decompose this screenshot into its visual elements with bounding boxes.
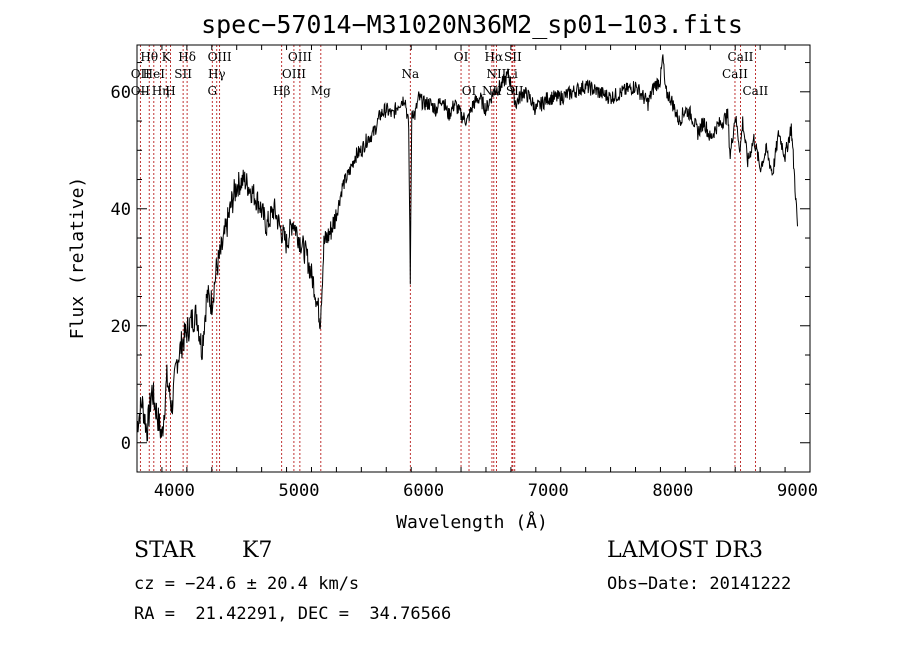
spectral-line-label: OI	[462, 84, 477, 98]
spectral-line-label: SII	[504, 50, 522, 64]
x-tick-label: 9000	[777, 481, 818, 501]
x-tick-label: 4000	[154, 481, 195, 501]
y-tick-label: 60	[111, 83, 131, 103]
y-axis-label: Flux (relative)	[67, 177, 88, 340]
spectral-line-label: Li	[506, 67, 518, 81]
spectral-line-label: OII	[131, 84, 151, 98]
x-axis-ticks: 4000 5000 6000 7000 8000 9000	[136, 45, 818, 501]
spectral-line-label: OI	[454, 50, 469, 64]
object-class: STAR	[134, 538, 195, 563]
y-tick-label: 20	[111, 317, 131, 337]
object-subclass: K7	[242, 538, 273, 563]
x-tick-label: 6000	[403, 481, 444, 501]
x-tick-label: 8000	[652, 481, 693, 501]
chart-title: spec−57014−M31020N36M2_sp01−103.fits	[201, 10, 743, 39]
spectral-line-label: CaII	[742, 84, 768, 98]
redshift-cz: cz = −24.6 ± 20.4 km/s	[134, 574, 360, 594]
spectral-line-label: Na	[401, 67, 419, 81]
spectral-line-label: Hη	[152, 84, 170, 98]
spectral-line-label: Hδ	[178, 50, 196, 64]
spectral-line-label: K	[162, 50, 172, 64]
spectrum-series-line	[136, 54, 798, 442]
spectral-line-label: Mg	[311, 84, 331, 98]
y-axis-ticks: 0 20 40 60	[111, 62, 810, 473]
spectral-line-label: G	[207, 84, 217, 98]
ra-dec-coordinates: RA = 21.42291, DEC = 34.76566	[134, 604, 452, 624]
spectral-line-markers	[139, 45, 756, 472]
y-tick-label: 40	[111, 200, 131, 220]
spectral-line-label: OIII	[208, 50, 232, 64]
spectral-line-label: Hα	[485, 50, 504, 64]
spectral-line-label: SII	[174, 67, 192, 81]
observation-date: Obs−Date: 20141222	[607, 574, 792, 594]
spectral-line-label: Hβ	[273, 84, 290, 98]
x-tick-label: 7000	[528, 481, 569, 501]
spectral-line-label: NII	[486, 67, 506, 81]
spectral-line-label: CaII	[728, 50, 754, 64]
y-tick-label: 0	[121, 434, 131, 454]
spectral-line-label: CaII	[722, 67, 748, 81]
spectral-line-label: OIII	[288, 50, 312, 64]
spectral-line-label: H	[165, 84, 175, 98]
x-axis-label: Wavelength (Å)	[396, 511, 548, 533]
x-tick-label: 5000	[279, 481, 320, 501]
spectral-line-label: HeI	[143, 67, 166, 81]
spectral-line-label: OIII	[282, 67, 306, 81]
spectral-line-label: Hθ	[140, 50, 158, 64]
spectral-line-label: OII	[131, 67, 151, 81]
spectral-line-label: Hγ	[208, 67, 226, 81]
survey-name: LAMOST DR3	[607, 538, 763, 563]
plot-frame	[136, 44, 811, 473]
